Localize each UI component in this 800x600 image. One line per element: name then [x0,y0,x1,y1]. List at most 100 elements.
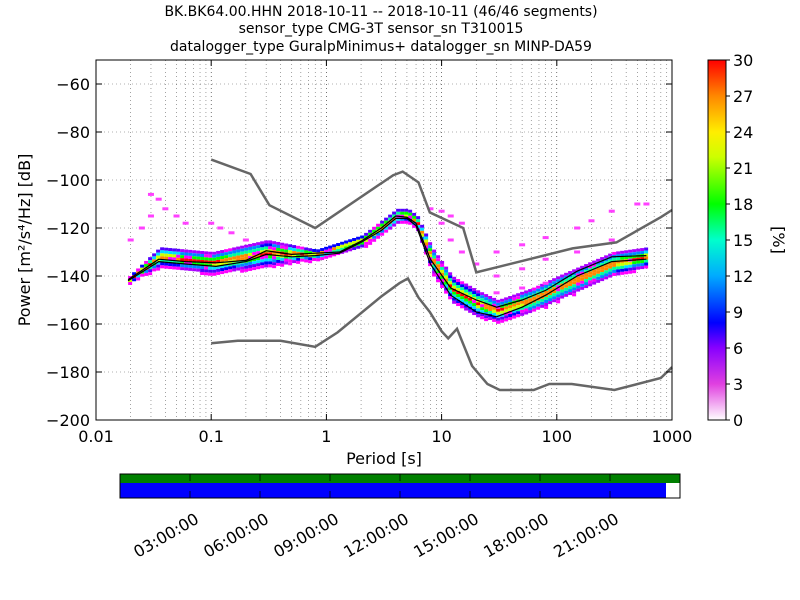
density-cell [388,226,393,230]
density-cell [524,311,529,315]
density-cell [304,247,309,251]
density-cell [584,279,589,283]
density-cell [496,299,501,303]
density-cell [440,260,445,264]
density-cell [464,286,469,290]
density-cell [248,264,253,268]
colorbar: 0 3 6 9 12 15 18 21 24 27 30 [%] [707,51,788,430]
density-cell [240,248,245,252]
density-cell [624,265,629,269]
density-cell [176,257,181,261]
density-cell [240,251,245,255]
density-cell [468,300,473,304]
density-cell [612,269,617,273]
density-cell [432,249,437,253]
density-cell [600,263,605,267]
density-cell [412,215,417,219]
density-cell [156,267,161,271]
density-cell [384,226,389,230]
density-cell [352,241,357,245]
density-cell [640,251,645,255]
density-cell [492,306,497,310]
density-cell [424,233,429,237]
density-cell [480,307,485,311]
density-cell [640,248,645,252]
y-tick-label: −160 [46,315,90,334]
density-cell [604,276,609,280]
density-cell [456,279,461,283]
density-cell [580,283,585,287]
density-cell [296,248,301,252]
density-cell [168,260,173,264]
density-cell [452,282,457,286]
density-cell [524,299,529,303]
density-cell [316,258,321,262]
density-cell [496,311,501,315]
density-cell [620,256,625,260]
density-cell [320,248,325,252]
density-cell [564,287,569,291]
density-cell [604,255,609,259]
density-cell [432,270,437,274]
time-tick-label: 18:00:00 [480,509,552,561]
density-cell [448,275,453,279]
outlier-cell [542,236,549,240]
x-tick-label: 1000 [652,427,693,446]
density-cell [224,270,229,274]
density-cell [204,251,209,255]
density-cell [428,242,433,246]
density-cell [600,269,605,273]
density-cell [512,294,517,298]
density-cell [512,312,517,316]
density-cell [528,304,533,308]
outlier-cell [127,238,134,242]
density-cell [412,224,417,228]
density-cell [536,288,541,292]
density-cell [172,251,177,255]
density-cell [496,308,501,312]
density-cell [568,271,573,275]
y-tick-label: −100 [46,171,90,190]
density-cell [144,260,149,264]
density-cell [376,235,381,239]
density-cell [524,293,529,297]
density-cell [620,253,625,257]
density-cell [480,301,485,305]
density-cell [596,264,601,268]
density-cell [308,260,313,264]
density-cell [300,249,305,253]
density-cell [156,261,161,265]
series-line [127,215,647,308]
outlier-cell [217,226,224,230]
density-cell [580,274,585,278]
density-cell [616,260,621,264]
density-cell [588,274,593,278]
chart-title-line-3: datalogger_type GuralpMinimus+ datalogge… [170,39,592,55]
density-cell [428,251,433,255]
density-cell [164,247,169,251]
density-cell [280,257,285,261]
density-cell [268,255,273,259]
density-cell [632,255,637,259]
density-cell [456,288,461,292]
density-cell [280,260,285,264]
density-cell [188,249,193,253]
density-cell [400,211,405,215]
density-cell [212,257,217,261]
density-cell [568,277,573,281]
density-cell [408,215,413,219]
density-cell [532,305,537,309]
density-cell [460,287,465,291]
density-cell [304,256,309,260]
density-cell [636,257,641,261]
density-cell [608,265,613,269]
density-cell [392,220,397,224]
density-cell [492,303,497,307]
density-cell [236,249,241,253]
density-cell [620,265,625,269]
density-cell [532,290,537,294]
density-cell [592,275,597,279]
colorbar-ticks: 0 3 6 9 12 15 18 21 24 27 30 [726,51,753,430]
density-cell [288,259,293,263]
density-cell [488,308,493,312]
